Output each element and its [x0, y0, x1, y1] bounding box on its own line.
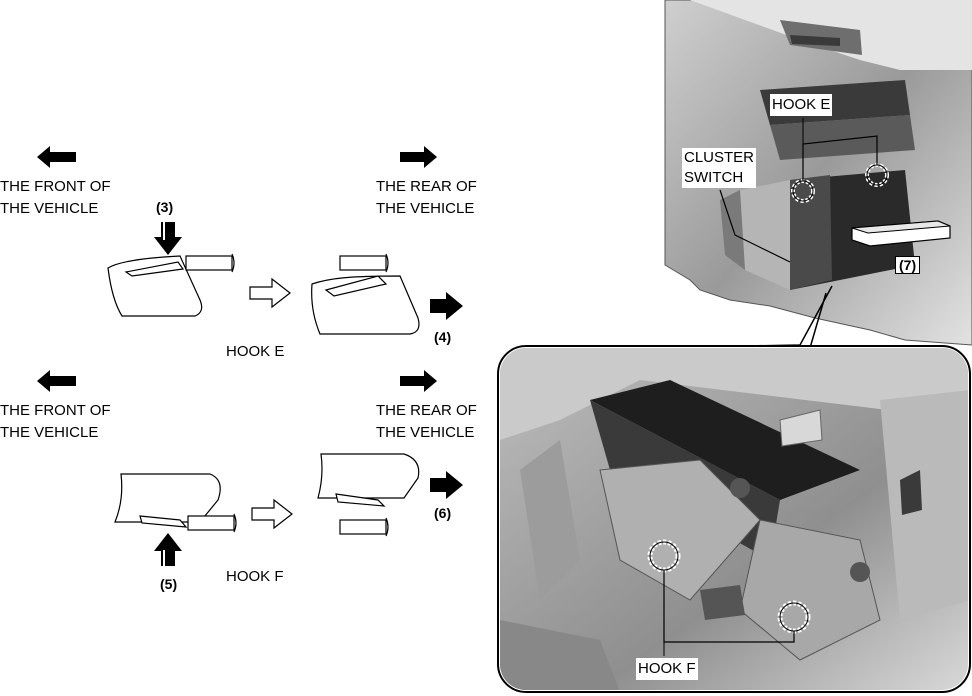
- push-up-arrow-icon: [154, 533, 182, 566]
- hook-f-photo-label: HOOK F: [636, 658, 698, 680]
- step-4-label: (4): [434, 329, 452, 345]
- step-7-label: (7): [895, 256, 921, 274]
- hook-e-step-label: HOOK E: [226, 343, 285, 360]
- step-3-label: (3): [156, 199, 174, 215]
- front-arrow-icon: [37, 370, 76, 392]
- hook-f-released: [317, 453, 420, 537]
- hook-f-engaged: [114, 473, 237, 533]
- rear-of-vehicle-label: THE REAR OF THE VEHICLE: [376, 402, 477, 441]
- hook-e-photo-label: HOOK E: [770, 94, 833, 116]
- rear-arrow-icon: [400, 370, 437, 392]
- rear-of-vehicle-label: THE REAR OF THE VEHICLE: [376, 178, 477, 217]
- direction-arrow-icon: [430, 471, 463, 499]
- hook-e-released: [311, 253, 420, 335]
- hook-e-engaged: [107, 253, 235, 317]
- step-6-label: (6): [434, 505, 452, 521]
- transition-arrow-icon: [249, 277, 291, 309]
- front-of-vehicle-label: THE FRONT OF THE VEHICLE: [0, 178, 111, 217]
- rear-arrow-icon: [400, 146, 437, 168]
- cluster-switch-label: CLUSTER SWITCH: [682, 148, 757, 188]
- direction-arrow-icon: [430, 292, 463, 320]
- front-of-vehicle-label: THE FRONT OF THE VEHICLE: [0, 402, 111, 441]
- transition-arrow-icon: [251, 498, 293, 530]
- push-down-arrow-icon: [154, 222, 182, 255]
- step-5-label: (5): [160, 576, 178, 592]
- front-arrow-icon: [37, 146, 76, 168]
- hook-f-step-label: HOOK F: [226, 568, 284, 585]
